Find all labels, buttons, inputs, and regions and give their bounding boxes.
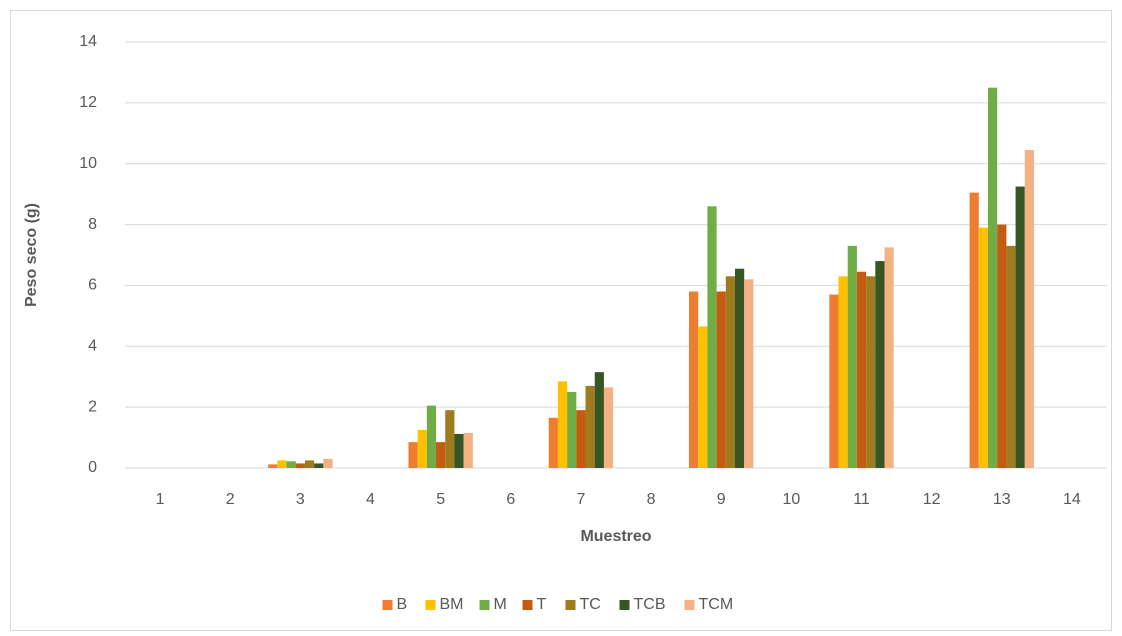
legend-swatch — [479, 600, 490, 610]
x-tick-label: 10 — [782, 491, 800, 508]
y-tick-label: 2 — [88, 398, 97, 415]
bar — [707, 206, 717, 469]
x-tick-label: 3 — [296, 491, 305, 508]
bar — [585, 385, 595, 468]
legend-label: TC — [580, 596, 601, 613]
x-tick-label: 13 — [993, 491, 1011, 508]
x-tick-label: 5 — [436, 491, 445, 508]
bar — [548, 417, 558, 468]
bar — [603, 387, 614, 468]
x-tick-label: 8 — [647, 491, 656, 508]
x-tick-label: 6 — [506, 491, 515, 508]
legend-swatch — [619, 600, 630, 610]
bar — [698, 326, 708, 468]
x-tick-label: 7 — [576, 491, 585, 508]
bar — [286, 461, 296, 468]
bar — [268, 464, 278, 468]
bar — [417, 429, 427, 468]
bar — [323, 458, 333, 468]
bar — [1024, 150, 1034, 468]
y-tick-label: 8 — [88, 216, 97, 233]
x-tick-label: 12 — [923, 491, 941, 508]
legend-label: M — [494, 596, 507, 613]
bar — [295, 463, 305, 468]
legend-label: TCM — [699, 596, 734, 613]
bar — [829, 294, 839, 468]
bar — [866, 276, 876, 468]
bar — [744, 279, 754, 468]
legend-swatch — [382, 600, 393, 610]
legend-label: TCB — [634, 596, 666, 613]
bar — [838, 276, 848, 468]
bar — [426, 405, 437, 468]
legend-label: BM — [440, 596, 464, 613]
bar — [875, 261, 885, 468]
bar — [408, 442, 418, 468]
y-tick-label: 10 — [79, 155, 97, 172]
legend-label: B — [397, 596, 408, 613]
x-tick-label: 14 — [1063, 491, 1081, 508]
legend-label: T — [537, 596, 547, 613]
x-tick-label: 9 — [717, 491, 726, 508]
y-tick-label: 0 — [88, 459, 97, 476]
bar — [304, 460, 315, 468]
x-tick-label: 2 — [226, 491, 235, 508]
bar — [725, 276, 736, 468]
y-tick-label: 14 — [79, 33, 97, 50]
x-tick-label: 11 — [853, 491, 870, 508]
x-tick-label: 1 — [156, 491, 165, 508]
bar — [454, 433, 464, 468]
bar — [567, 391, 577, 468]
bar — [847, 245, 857, 468]
bar — [594, 372, 604, 468]
bar — [856, 271, 867, 468]
legend-swatch — [565, 600, 576, 610]
bar — [314, 463, 324, 468]
y-tick-label: 12 — [79, 94, 97, 111]
bar — [987, 87, 998, 469]
bar — [277, 460, 287, 468]
bar — [436, 442, 446, 468]
legend-swatch — [522, 600, 533, 610]
x-axis-title: Muestreo — [580, 528, 651, 545]
bar — [735, 268, 745, 468]
y-tick-label: 4 — [88, 338, 97, 355]
bar — [576, 410, 586, 468]
x-tick-label: 4 — [366, 491, 375, 508]
bar — [716, 291, 726, 468]
bar — [463, 433, 473, 468]
bar — [884, 247, 894, 468]
legend-swatch — [684, 600, 695, 610]
bar — [557, 381, 568, 468]
y-tick-label: 6 — [88, 277, 97, 294]
bar — [1006, 245, 1016, 468]
bar — [689, 291, 699, 468]
bar — [445, 410, 455, 468]
bar — [978, 227, 988, 468]
bar — [969, 192, 979, 468]
bar — [997, 224, 1007, 468]
chart-border — [10, 10, 1112, 631]
legend-swatch — [425, 600, 436, 610]
bar — [1015, 186, 1025, 469]
y-axis-title: Peso seco (g) — [23, 203, 40, 307]
